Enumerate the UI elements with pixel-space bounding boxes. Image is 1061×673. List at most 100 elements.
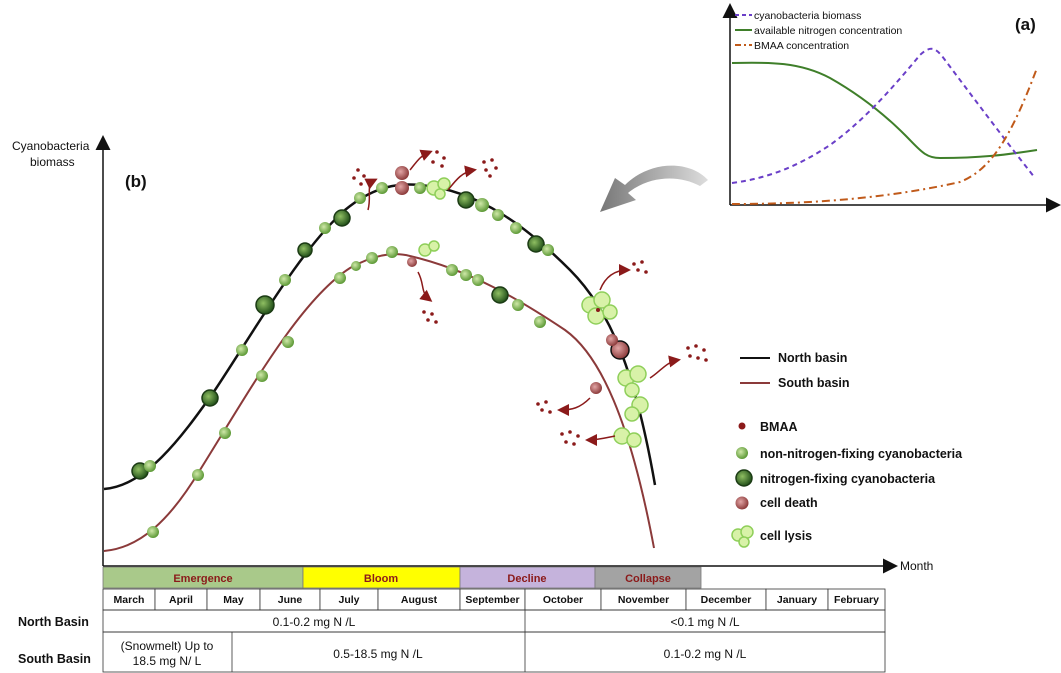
non-nitrogen-fixing-cell — [192, 469, 204, 481]
phase-decline-label: Decline — [507, 573, 546, 585]
bmaa-dot-icon — [738, 422, 746, 430]
phase-collapse-label: Collapse — [625, 573, 671, 585]
x-axis-label: Month — [900, 559, 933, 573]
non-nitrogen-fixing-cell — [376, 182, 388, 194]
month-label-july: July — [338, 594, 359, 606]
month-label-january: January — [777, 594, 817, 606]
legend-cell-death-text: cell death — [760, 496, 818, 510]
phase-collapse — [594, 566, 702, 589]
non-nitrogen-fixing-cell — [534, 316, 546, 328]
north-basin-cells — [131, 166, 630, 480]
cell-death-icon — [735, 496, 749, 510]
month-label-september: September — [465, 594, 519, 606]
month-label-february: February — [834, 594, 879, 606]
biomass-curve — [731, 47, 1036, 184]
month-label-june: June — [278, 594, 303, 606]
bmaa-dots — [352, 150, 708, 446]
non-nitrogen-fixing-cell — [366, 252, 378, 264]
cell-lysis-cluster — [581, 291, 649, 448]
non-nitrogen-fixing-cell — [460, 269, 472, 281]
legend-south-text: South basin — [778, 376, 850, 390]
cell-death — [590, 382, 602, 394]
non-nitrogen-fixing-cell — [256, 370, 268, 382]
non-nitrogen-fixing-cell — [475, 198, 489, 212]
legend-non-nitrogen-text: non-nitrogen-fixing cyanobacteria — [760, 447, 963, 461]
bmaa-release-arrows — [364, 149, 681, 446]
phase-emergence-label: Emergence — [173, 573, 232, 585]
legend-bmaa-symbol-text: BMAA — [760, 420, 798, 434]
non-nitrogen-fixing-cell — [219, 427, 231, 439]
cell-death — [606, 334, 618, 346]
south-basin-cell-1-line1: (Snowmelt) Up to — [121, 639, 214, 653]
nitrogen-fixing-cell-icon — [735, 469, 753, 487]
legend-nitrogen-fixing-text: nitrogen-fixing cyanobacteria — [760, 472, 936, 486]
non-nitrogen-fixing-cell — [414, 182, 426, 194]
legend-north-text: North basin — [778, 351, 847, 365]
nitrogen-fixing-cell — [255, 295, 275, 315]
nitrogen-curve — [731, 61, 1038, 160]
nitrogen-fixing-cell — [527, 235, 545, 253]
legend-nitrogen-text: available nitrogen concentration — [754, 25, 902, 37]
non-nitrogen-fixing-cell — [279, 274, 291, 286]
cell-death — [407, 257, 417, 267]
south-basin-cell-3: 0.1-0.2 mg N /L — [664, 647, 747, 661]
transition-arrow-icon — [600, 165, 708, 212]
non-nitrogen-fixing-cell — [334, 272, 346, 284]
nitrogen-fixing-cell — [333, 209, 351, 227]
legend-biomass-text: cyanobacteria biomass — [754, 10, 861, 22]
month-label-november: November — [618, 594, 669, 606]
phase-bloom-label: Bloom — [364, 573, 398, 585]
panel-a: (a) cyanobacteria biomass available nitr… — [722, 3, 1061, 213]
north-basin-cell-1: 0.1-0.2 mg N /L — [273, 615, 356, 629]
month-label-march: March — [114, 594, 145, 606]
nitrogen-fixing-cell — [201, 389, 219, 407]
legend-cell-lysis-text: cell lysis — [760, 529, 812, 543]
non-nitrogen-fixing-cell — [354, 192, 366, 204]
nitrogen-fixing-cell — [297, 242, 313, 258]
cell-death — [395, 166, 409, 180]
cell-lysis — [426, 177, 451, 200]
non-nitrogen-fixing-cell — [446, 264, 458, 276]
cell-lysis — [418, 240, 440, 257]
y-axis-label-line2: biomass — [30, 155, 75, 169]
cell-death — [610, 340, 630, 360]
month-row: March April May June July August September Octo… — [102, 588, 886, 611]
non-nitrogen-fixing-cell — [492, 209, 504, 221]
cell-lysis-icon — [731, 525, 754, 548]
month-label-august: August — [401, 594, 438, 606]
non-nitrogen-fixing-cell — [236, 344, 248, 356]
cell-death — [395, 181, 409, 195]
south-basin-cells — [147, 240, 602, 538]
non-nitrogen-fixing-cell-icon — [736, 447, 748, 459]
nitrogen-fixing-cell — [457, 191, 475, 209]
non-nitrogen-fixing-cell — [386, 246, 398, 258]
north-basin-cell-2: <0.1 mg N /L — [670, 615, 739, 629]
south-basin-curve — [103, 253, 655, 552]
nitrogen-table: North Basin 0.1-0.2 mg N /L <0.1 mg N /L… — [18, 609, 886, 673]
panel-a-label: (a) — [1015, 15, 1036, 34]
south-basin-cell-1-line2: 18.5 mg N/ L — [133, 654, 202, 668]
south-basin-row-label: South Basin — [18, 652, 91, 666]
non-nitrogen-fixing-cell — [282, 336, 294, 348]
y-axis-label-line1: Cyanobacteria — [12, 139, 90, 153]
month-label-april: April — [169, 594, 193, 606]
panel-b-label: (b) — [125, 172, 147, 191]
north-basin-row-label: North Basin — [18, 615, 89, 629]
south-basin-cell-2: 0.5-18.5 mg N /L — [333, 647, 423, 661]
phase-bar: Emergence Bloom Decline Collapse — [102, 566, 702, 589]
non-nitrogen-fixing-cell — [147, 526, 159, 538]
non-nitrogen-fixing-cell — [144, 460, 156, 472]
month-label-december: December — [701, 594, 752, 606]
non-nitrogen-fixing-cell — [542, 244, 554, 256]
month-label-october: October — [543, 594, 583, 606]
nitrogen-fixing-cell — [491, 286, 509, 304]
non-nitrogen-fixing-cell — [472, 274, 484, 286]
non-nitrogen-fixing-cell — [319, 222, 331, 234]
non-nitrogen-fixing-cell — [510, 222, 522, 234]
non-nitrogen-fixing-cell — [512, 299, 524, 311]
month-label-may: May — [223, 594, 244, 606]
non-nitrogen-fixing-cell — [351, 261, 361, 271]
panel-b: Cyanobacteria biomass (b) Month — [12, 135, 963, 574]
legend-bmaa-text: BMAA concentration — [754, 40, 849, 52]
